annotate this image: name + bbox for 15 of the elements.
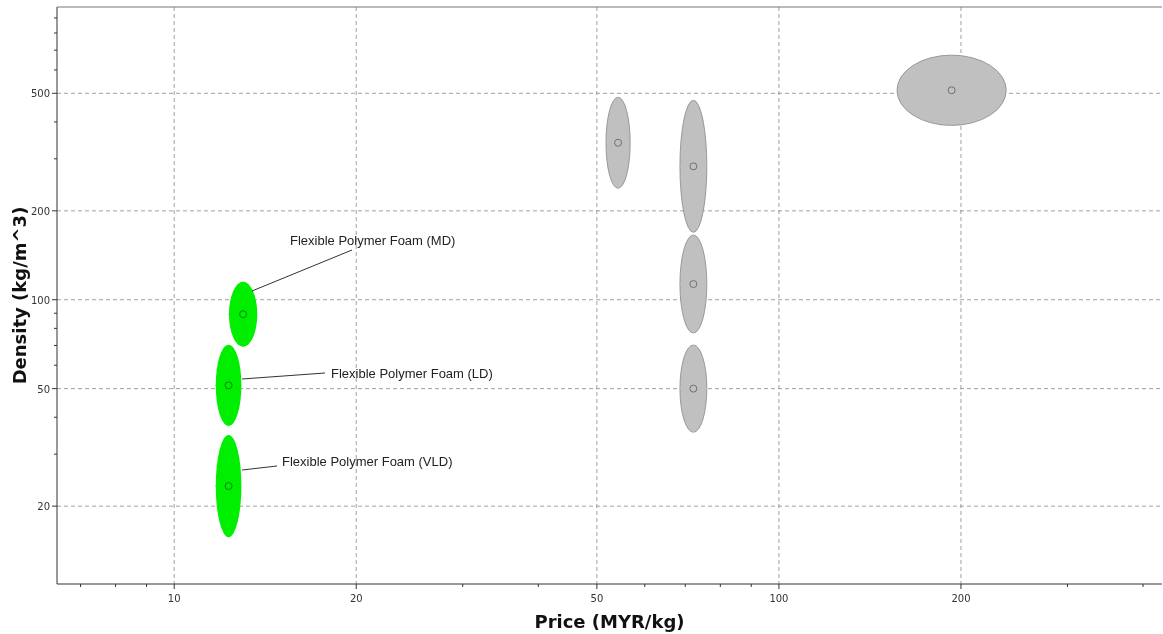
x-tick-label: 50 [590, 593, 604, 604]
y-tick-label: 200 [30, 205, 50, 217]
x-axis-title: Price (MYR/kg) [534, 611, 685, 632]
y-tick-label: 100 [30, 294, 50, 306]
annotation: Flexible Polymer Foam (LD) [331, 366, 493, 381]
x-tick-label: 200 [951, 593, 971, 604]
x-tick-label: 10 [167, 593, 181, 604]
x-tick-label: 100 [769, 593, 789, 604]
y-tick-label: 500 [30, 88, 50, 100]
x-tick-label: 20 [349, 593, 363, 604]
y-tick-label: 20 [37, 501, 50, 513]
y-axis-title: Density (kg/m^3) [9, 206, 30, 385]
y-tick-label: 50 [37, 383, 50, 395]
annotation: Flexible Polymer Foam (MD) [290, 233, 456, 248]
annotation: Flexible Polymer Foam (VLD) [282, 454, 453, 469]
